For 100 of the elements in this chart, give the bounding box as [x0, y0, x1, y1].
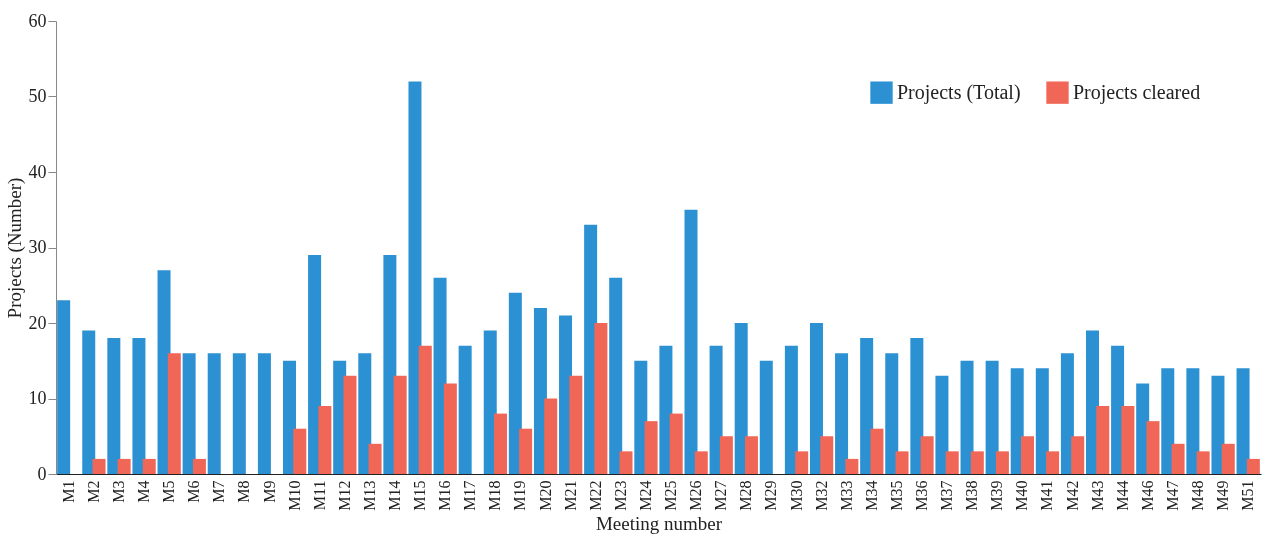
- bar: [820, 436, 834, 474]
- bar: [1010, 368, 1024, 474]
- x-tick-label: M26: [687, 480, 705, 511]
- bar: [92, 458, 106, 474]
- bar: [408, 81, 422, 474]
- x-tick-label: M44: [1113, 480, 1131, 511]
- x-tick-label: M37: [938, 480, 956, 511]
- bar: [1046, 451, 1060, 474]
- bar: [393, 375, 407, 474]
- bar: [1221, 443, 1235, 474]
- y-tick-label: 10: [28, 388, 47, 408]
- bar: [192, 458, 206, 474]
- bar: [895, 451, 909, 474]
- bar: [1060, 353, 1074, 474]
- x-tick-label: M3: [109, 480, 127, 503]
- bar: [132, 338, 146, 474]
- y-axis-title: Projects (Number): [3, 177, 26, 319]
- x-tick-label: M28: [737, 480, 755, 511]
- x-tick-label: M34: [862, 480, 880, 511]
- bar: [107, 338, 121, 474]
- y-tick-label: 60: [28, 10, 47, 31]
- bar: [82, 330, 96, 474]
- bar: [358, 353, 372, 474]
- x-tick-label: M42: [1063, 480, 1081, 511]
- bar: [684, 209, 698, 474]
- bar: [809, 323, 823, 474]
- x-tick-label: M40: [1013, 480, 1031, 511]
- bar: [418, 345, 432, 474]
- bar: [835, 353, 849, 474]
- bar: [1196, 451, 1210, 474]
- legend-label: Projects cleared: [1073, 80, 1201, 104]
- x-tick-label: M11: [310, 480, 328, 511]
- x-tick-label: M4: [135, 480, 153, 503]
- bar: [784, 345, 798, 474]
- bar: [117, 458, 131, 474]
- x-tick-label: M1: [59, 480, 77, 503]
- bar: [995, 451, 1009, 474]
- bar: [795, 451, 809, 474]
- bar: [910, 338, 924, 474]
- x-tick-label: M32: [812, 480, 830, 511]
- legend-label: Projects (Total): [897, 80, 1021, 104]
- x-tick-label: M14: [386, 480, 404, 511]
- bar: [1186, 368, 1200, 474]
- x-tick-label: M16: [436, 480, 454, 511]
- x-tick-label: M27: [712, 480, 730, 511]
- x-tick-label: M8: [235, 480, 253, 503]
- x-tick-label: M17: [461, 480, 479, 511]
- bar: [1236, 368, 1250, 474]
- y-tick-label: 50: [28, 86, 47, 106]
- bar: [1121, 406, 1135, 474]
- bar: [458, 345, 472, 474]
- x-tick-label: M5: [160, 480, 178, 503]
- y-tick-label: 0: [37, 463, 47, 484]
- bar: [1211, 375, 1225, 474]
- bar: [1146, 421, 1160, 474]
- x-tick-label: M19: [511, 480, 529, 511]
- x-tick-label: M51: [1239, 480, 1257, 511]
- bar: [1071, 436, 1085, 474]
- bar: [885, 353, 899, 474]
- x-tick-label: M22: [586, 480, 604, 511]
- bar: [1246, 458, 1260, 474]
- bar: [207, 353, 221, 474]
- x-tick-label: M7: [210, 480, 228, 503]
- bar: [744, 436, 758, 474]
- y-tick-label: 40: [28, 161, 47, 182]
- bar: [719, 436, 733, 474]
- x-tick-label: M33: [837, 480, 855, 511]
- bar: [945, 451, 959, 474]
- x-tick-label: M12: [335, 480, 353, 511]
- bar: [920, 436, 934, 474]
- bar: [734, 323, 748, 474]
- x-tick-label: M38: [963, 480, 981, 511]
- y-tick-label: 30: [28, 237, 47, 257]
- bar: [544, 398, 558, 474]
- x-tick-label: M35: [887, 480, 905, 511]
- bar: [142, 458, 156, 474]
- bar: [860, 338, 874, 474]
- bar: [709, 345, 723, 474]
- bar: [1021, 436, 1034, 474]
- bar: [594, 323, 608, 474]
- bar: [1161, 368, 1175, 474]
- bar: [644, 421, 658, 474]
- x-tick-label: M13: [360, 480, 378, 511]
- bar: [443, 383, 457, 474]
- x-tick-label: M6: [185, 480, 203, 503]
- bar: [569, 375, 583, 474]
- x-tick-label: M29: [762, 480, 780, 511]
- bar: [1035, 368, 1049, 474]
- bar: [343, 375, 357, 474]
- x-tick-label: M10: [285, 480, 303, 511]
- bar: [634, 360, 648, 474]
- bar: [1171, 443, 1185, 474]
- x-tick-label: M20: [536, 480, 554, 511]
- bar: [494, 413, 508, 474]
- x-tick-label: M43: [1088, 480, 1106, 511]
- bar: [609, 277, 623, 474]
- x-tick-label: M36: [912, 480, 930, 511]
- bar: [960, 360, 974, 474]
- y-tick-label: 20: [28, 312, 47, 333]
- bar: [232, 353, 246, 474]
